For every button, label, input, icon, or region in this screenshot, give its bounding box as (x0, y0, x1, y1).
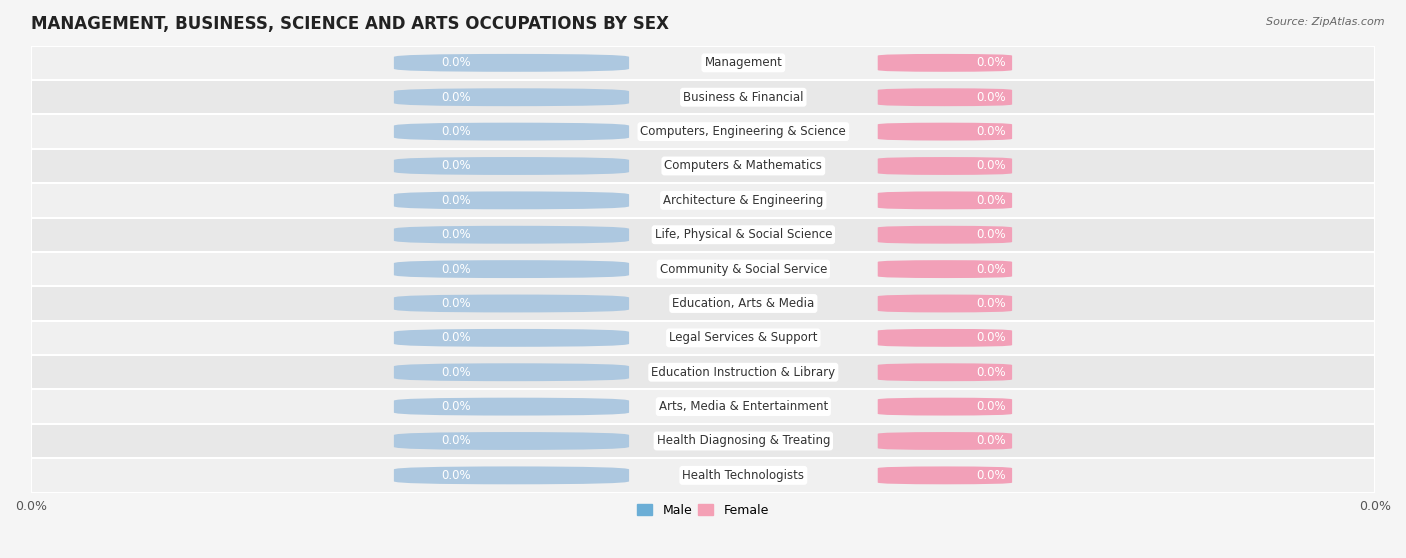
Text: MANAGEMENT, BUSINESS, SCIENCE AND ARTS OCCUPATIONS BY SEX: MANAGEMENT, BUSINESS, SCIENCE AND ARTS O… (31, 15, 669, 33)
FancyBboxPatch shape (877, 157, 1012, 175)
Text: 0.0%: 0.0% (976, 228, 1005, 241)
Text: 0.0%: 0.0% (976, 331, 1005, 344)
Text: Health Diagnosing & Treating: Health Diagnosing & Treating (657, 435, 830, 448)
Text: Source: ZipAtlas.com: Source: ZipAtlas.com (1267, 17, 1385, 27)
FancyBboxPatch shape (394, 329, 628, 347)
Legend: Male, Female: Male, Female (633, 499, 773, 522)
FancyBboxPatch shape (394, 432, 628, 450)
Bar (31, 458, 1375, 493)
Text: Arts, Media & Entertainment: Arts, Media & Entertainment (658, 400, 828, 413)
Bar (31, 321, 1375, 355)
FancyBboxPatch shape (394, 191, 628, 209)
Bar (31, 389, 1375, 424)
Text: Education, Arts & Media: Education, Arts & Media (672, 297, 814, 310)
Text: Computers, Engineering & Science: Computers, Engineering & Science (641, 125, 846, 138)
Text: 0.0%: 0.0% (976, 435, 1005, 448)
Text: Architecture & Engineering: Architecture & Engineering (664, 194, 824, 207)
Text: 0.0%: 0.0% (441, 228, 471, 241)
FancyBboxPatch shape (877, 363, 1012, 381)
Text: Community & Social Service: Community & Social Service (659, 263, 827, 276)
FancyBboxPatch shape (394, 260, 628, 278)
Bar (31, 149, 1375, 183)
Text: Computers & Mathematics: Computers & Mathematics (665, 160, 823, 172)
FancyBboxPatch shape (394, 88, 628, 106)
FancyBboxPatch shape (394, 54, 628, 72)
FancyBboxPatch shape (394, 157, 628, 175)
Text: 0.0%: 0.0% (976, 297, 1005, 310)
Text: 0.0%: 0.0% (441, 297, 471, 310)
Bar (31, 355, 1375, 389)
FancyBboxPatch shape (877, 432, 1012, 450)
Text: 0.0%: 0.0% (976, 365, 1005, 379)
Text: 0.0%: 0.0% (441, 400, 471, 413)
Text: 0.0%: 0.0% (441, 56, 471, 69)
FancyBboxPatch shape (394, 123, 628, 141)
Text: Legal Services & Support: Legal Services & Support (669, 331, 817, 344)
Text: 0.0%: 0.0% (441, 125, 471, 138)
FancyBboxPatch shape (394, 295, 628, 312)
Text: 0.0%: 0.0% (976, 263, 1005, 276)
Text: 0.0%: 0.0% (441, 469, 471, 482)
Text: 0.0%: 0.0% (441, 331, 471, 344)
FancyBboxPatch shape (394, 398, 628, 416)
Text: 0.0%: 0.0% (976, 194, 1005, 207)
Text: Health Technologists: Health Technologists (682, 469, 804, 482)
FancyBboxPatch shape (394, 363, 628, 381)
FancyBboxPatch shape (877, 398, 1012, 416)
FancyBboxPatch shape (877, 54, 1012, 72)
FancyBboxPatch shape (877, 329, 1012, 347)
Text: 0.0%: 0.0% (976, 91, 1005, 104)
Text: 0.0%: 0.0% (441, 160, 471, 172)
Bar (31, 183, 1375, 218)
Text: 0.0%: 0.0% (441, 263, 471, 276)
Text: Education Instruction & Library: Education Instruction & Library (651, 365, 835, 379)
FancyBboxPatch shape (394, 466, 628, 484)
Text: Management: Management (704, 56, 782, 69)
Text: 0.0%: 0.0% (441, 194, 471, 207)
Text: 0.0%: 0.0% (441, 435, 471, 448)
Bar (31, 218, 1375, 252)
FancyBboxPatch shape (877, 226, 1012, 244)
Text: 0.0%: 0.0% (976, 400, 1005, 413)
Bar (31, 46, 1375, 80)
Text: Business & Financial: Business & Financial (683, 91, 804, 104)
Text: Life, Physical & Social Science: Life, Physical & Social Science (655, 228, 832, 241)
FancyBboxPatch shape (877, 260, 1012, 278)
FancyBboxPatch shape (877, 191, 1012, 209)
Bar (31, 80, 1375, 114)
FancyBboxPatch shape (877, 466, 1012, 484)
Bar (31, 286, 1375, 321)
Text: 0.0%: 0.0% (976, 160, 1005, 172)
Text: 0.0%: 0.0% (976, 125, 1005, 138)
Bar (31, 252, 1375, 286)
FancyBboxPatch shape (877, 88, 1012, 106)
Bar (31, 424, 1375, 458)
FancyBboxPatch shape (394, 226, 628, 244)
Text: 0.0%: 0.0% (976, 469, 1005, 482)
Text: 0.0%: 0.0% (441, 91, 471, 104)
FancyBboxPatch shape (877, 123, 1012, 141)
Bar (31, 114, 1375, 149)
FancyBboxPatch shape (877, 295, 1012, 312)
Text: 0.0%: 0.0% (441, 365, 471, 379)
Text: 0.0%: 0.0% (976, 56, 1005, 69)
